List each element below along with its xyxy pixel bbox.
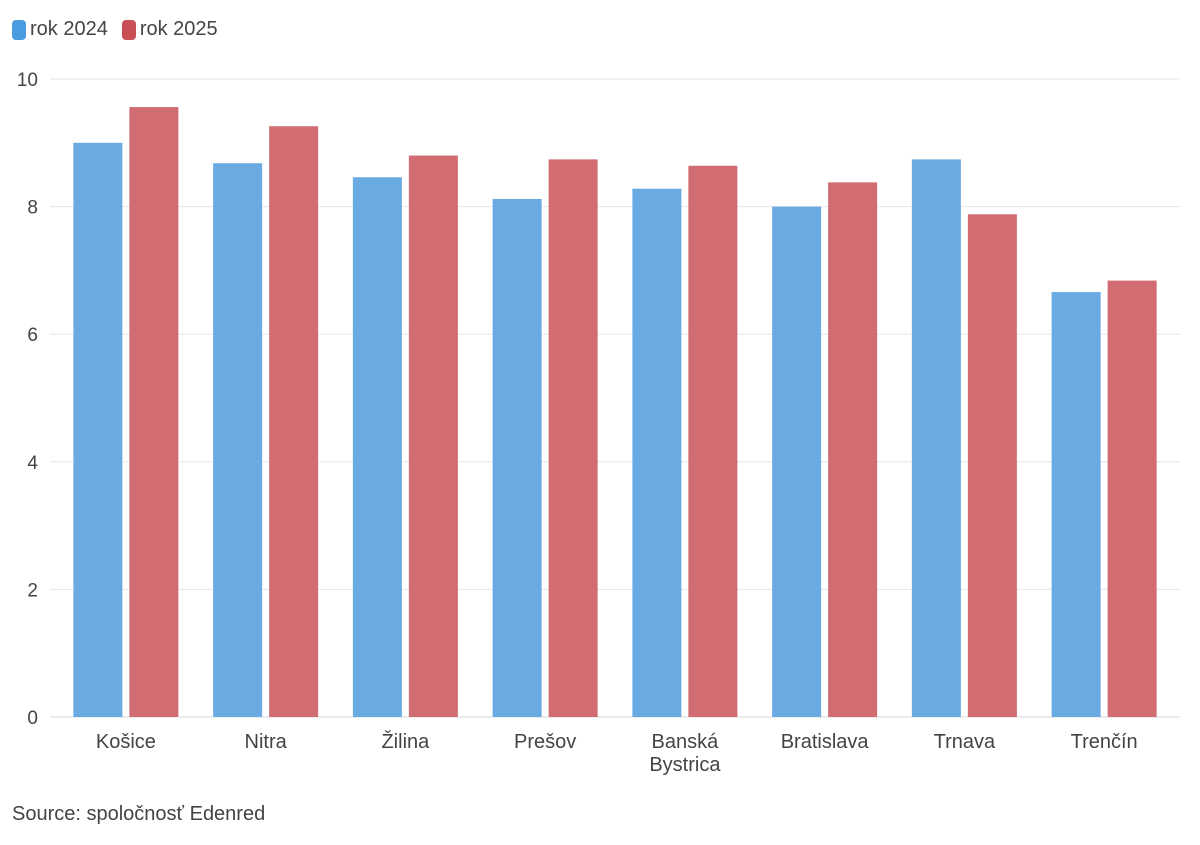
legend-label-2025: rok 2025 — [139, 18, 218, 40]
bar-2025-1[interactable] — [269, 126, 319, 718]
y-tick-label-0: 0 — [27, 708, 38, 729]
legend-label-2024: rok 2024 — [30, 18, 108, 40]
y-tick-label-10: 10 — [17, 70, 38, 91]
legend-swatch-2024 — [12, 19, 26, 40]
legend-item-2024[interactable]: rok 2024 — [12, 18, 108, 41]
bar-2024-7[interactable] — [1051, 292, 1101, 717]
bar-2025-6[interactable] — [967, 214, 1017, 718]
legend-swatch-2025 — [121, 19, 136, 40]
source-note: Source: spoločnosť Edenred — [12, 803, 266, 825]
x-tick-label-line: Bratislava — [781, 731, 870, 753]
bar-2025-5[interactable] — [828, 182, 878, 717]
x-tick-label-3: Prešov — [514, 731, 576, 753]
y-tick-label-8: 8 — [27, 198, 38, 219]
x-tick-label-line: Košice — [96, 731, 156, 753]
x-tick-label-line: Trenčín — [1071, 731, 1138, 753]
x-tick-label-line: Nitra — [245, 731, 288, 753]
legend-item-2025[interactable]: rok 2025 — [121, 18, 218, 41]
bar-2025-2[interactable] — [408, 155, 458, 717]
y-tick-label-2: 2 — [27, 580, 38, 601]
bar-2025-0[interactable] — [129, 107, 179, 717]
x-tick-label-5: Bratislava — [781, 731, 870, 753]
x-tick-label-4: Banská Bystrica — [649, 731, 721, 776]
x-tick-label-line: Žilina — [381, 730, 430, 753]
legend: rok 2024 rok 2025 — [12, 18, 218, 41]
x-tick-label-line: Prešov — [514, 731, 576, 753]
bar-2025-4[interactable] — [688, 165, 738, 717]
x-tick-label-7: Trenčín — [1071, 731, 1138, 753]
x-tick-label-1: Nitra — [245, 731, 288, 753]
bar-2024-5[interactable] — [772, 206, 822, 717]
bar-2025-7[interactable] — [1107, 280, 1157, 717]
bar-2024-3[interactable] — [492, 198, 542, 718]
x-tick-label-2: Žilina — [381, 730, 430, 753]
x-tick-label-line: Trnava — [934, 731, 996, 753]
x-tick-label-line: Banská — [652, 731, 720, 753]
bar-2024-4[interactable] — [632, 188, 682, 718]
bar-2024-1[interactable] — [213, 163, 263, 717]
bar-2024-2[interactable] — [352, 177, 402, 717]
bar-2024-0[interactable] — [73, 142, 123, 718]
x-tick-label-6: Trnava — [934, 731, 996, 753]
bar-2024-6[interactable] — [911, 159, 961, 717]
x-tick-label-0: Košice — [96, 731, 156, 753]
y-tick-label-4: 4 — [27, 453, 38, 474]
y-tick-label-6: 6 — [27, 325, 38, 346]
bar-2025-3[interactable] — [548, 159, 598, 717]
x-tick-label-line: Bystrica — [649, 754, 721, 776]
